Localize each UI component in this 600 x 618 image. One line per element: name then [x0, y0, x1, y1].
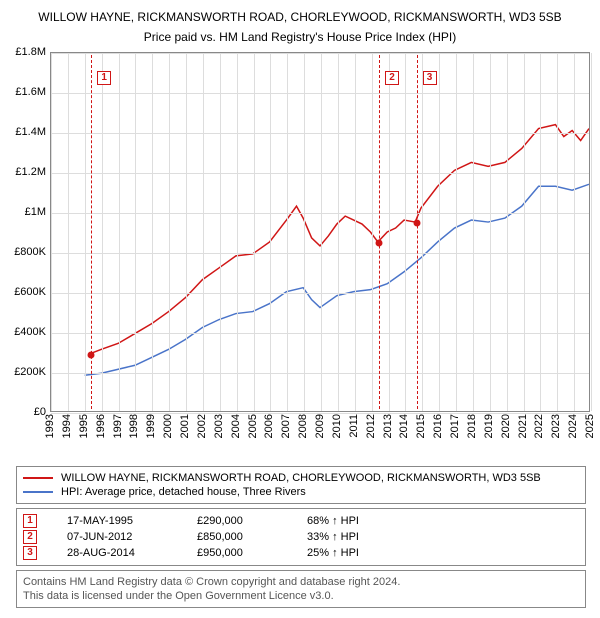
y-axis-labels: £0£200K£400K£600K£800K£1M£1.2M£1.4M£1.6M… [8, 52, 50, 412]
x-tick-label: 2011 [348, 414, 360, 438]
y-tick-label: £1.6M [15, 86, 46, 98]
chart-subtitle: Price paid vs. HM Land Registry's House … [8, 30, 592, 44]
chart-lines [51, 53, 589, 411]
legend-swatch [23, 491, 53, 493]
x-tick-label: 2001 [179, 414, 191, 438]
x-tick-label: 2018 [466, 414, 478, 438]
x-tick-label: 1997 [112, 414, 124, 438]
y-tick-label: £1.2M [15, 166, 46, 178]
x-tick-label: 2010 [331, 414, 343, 438]
chart-title: WILLOW HAYNE, RICKMANSWORTH ROAD, CHORLE… [8, 10, 592, 26]
x-tick-label: 2025 [584, 414, 596, 438]
x-tick-label: 2003 [213, 414, 225, 438]
y-tick-label: £1.4M [15, 126, 46, 138]
event-pct: 68% ↑ HPI [307, 515, 359, 527]
x-tick-label: 2016 [432, 414, 444, 438]
event-row: 3 28-AUG-2014 £950,000 25% ↑ HPI [23, 545, 579, 561]
footer-line: This data is licensed under the Open Gov… [23, 589, 579, 603]
event-vline [379, 55, 380, 409]
x-tick-label: 2002 [196, 414, 208, 438]
event-price: £290,000 [197, 515, 277, 527]
y-tick-label: £400K [14, 326, 46, 338]
legend-label: WILLOW HAYNE, RICKMANSWORTH ROAD, CHORLE… [61, 472, 541, 484]
x-tick-label: 2021 [517, 414, 529, 438]
x-tick-label: 2014 [398, 414, 410, 438]
event-row: 1 17-MAY-1995 £290,000 68% ↑ HPI [23, 513, 579, 529]
attribution-footer: Contains HM Land Registry data © Crown c… [16, 570, 586, 609]
x-tick-label: 1998 [128, 414, 140, 438]
x-tick-label: 2004 [230, 414, 242, 438]
event-date: 17-MAY-1995 [67, 515, 167, 527]
event-date: 28-AUG-2014 [67, 547, 167, 559]
x-tick-label: 1994 [61, 414, 73, 438]
event-vline [417, 55, 418, 409]
y-tick-label: £1M [25, 206, 46, 218]
x-tick-label: 1993 [44, 414, 56, 438]
x-tick-label: 2008 [297, 414, 309, 438]
y-tick-label: £600K [14, 286, 46, 298]
x-tick-label: 2009 [314, 414, 326, 438]
x-tick-label: 1995 [78, 414, 90, 438]
legend: WILLOW HAYNE, RICKMANSWORTH ROAD, CHORLE… [16, 466, 586, 504]
x-tick-label: 2017 [449, 414, 461, 438]
event-marker-label: 2 [385, 71, 399, 85]
x-axis-labels: 1993199419951996199719981999200020012002… [50, 412, 590, 462]
event-pct: 33% ↑ HPI [307, 531, 359, 543]
legend-row: WILLOW HAYNE, RICKMANSWORTH ROAD, CHORLE… [23, 471, 579, 485]
event-dot [413, 219, 420, 226]
event-marker-label: 3 [423, 71, 437, 85]
event-price: £950,000 [197, 547, 277, 559]
x-tick-label: 2015 [415, 414, 427, 438]
series-line [91, 124, 589, 353]
y-tick-label: £1.8M [15, 46, 46, 58]
legend-swatch [23, 477, 53, 479]
y-tick-label: £200K [14, 366, 46, 378]
x-tick-label: 2024 [567, 414, 579, 438]
footer-line: Contains HM Land Registry data © Crown c… [23, 575, 579, 589]
legend-row: HPI: Average price, detached house, Thre… [23, 485, 579, 499]
x-tick-label: 2020 [500, 414, 512, 438]
y-tick-label: £800K [14, 246, 46, 258]
x-tick-label: 1996 [95, 414, 107, 438]
events-table: 1 17-MAY-1995 £290,000 68% ↑ HPI 2 07-JUN-201… [16, 508, 586, 566]
event-marker-label: 1 [97, 71, 111, 85]
event-dot [376, 239, 383, 246]
event-number-badge: 1 [23, 514, 37, 528]
x-tick-label: 2006 [263, 414, 275, 438]
x-tick-label: 2007 [280, 414, 292, 438]
chart-container: £0£200K£400K£600K£800K£1M£1.2M£1.4M£1.6M… [8, 52, 592, 462]
x-tick-label: 1999 [145, 414, 157, 438]
x-tick-label: 2022 [533, 414, 545, 438]
event-date: 07-JUN-2012 [67, 531, 167, 543]
event-dot [88, 351, 95, 358]
event-number-badge: 2 [23, 530, 37, 544]
x-tick-label: 2005 [247, 414, 259, 438]
x-tick-label: 2012 [365, 414, 377, 438]
x-tick-label: 2019 [483, 414, 495, 438]
legend-label: HPI: Average price, detached house, Thre… [61, 486, 306, 498]
event-row: 2 07-JUN-2012 £850,000 33% ↑ HPI [23, 529, 579, 545]
x-tick-label: 2023 [550, 414, 562, 438]
x-tick-label: 2013 [382, 414, 394, 438]
event-pct: 25% ↑ HPI [307, 547, 359, 559]
plot-area: 1 2 3 [50, 52, 590, 412]
event-price: £850,000 [197, 531, 277, 543]
event-number-badge: 3 [23, 546, 37, 560]
x-tick-label: 2000 [162, 414, 174, 438]
